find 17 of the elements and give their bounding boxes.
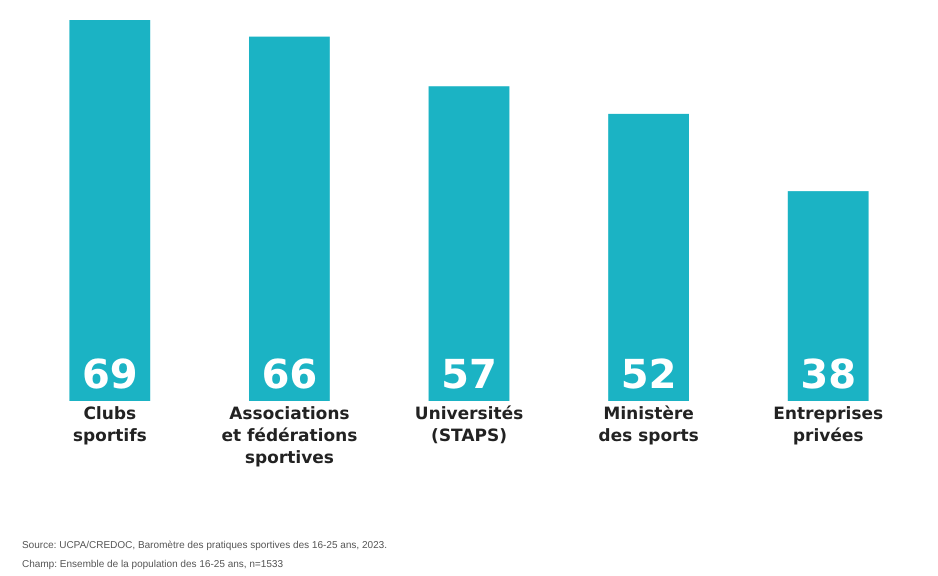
- text: Champ: Ensemble de la population des 16-25 ans, n=1533: [22, 559, 284, 570]
- source-note: Source: UCPA/CREDOC, Baromètre des pratiques sportives des 16-25 ans, 2023.: [22, 540, 387, 551]
- x-tick-label: Associations et fédérations sportives: [221, 404, 358, 468]
- bar: [248, 36, 330, 401]
- x-tick-label: Universités (STAPS): [414, 404, 524, 446]
- bar: [69, 20, 150, 401]
- data-label: 69: [82, 352, 138, 398]
- bar: [428, 86, 510, 401]
- data-label: 52: [620, 352, 676, 398]
- x-tick-label: Entreprises privées: [773, 404, 884, 446]
- bar: [788, 191, 869, 401]
- x-tick-label: Ministère des sports: [598, 404, 699, 446]
- x-tick-label: Clubs sportifs: [72, 404, 147, 446]
- data-label: 66: [262, 352, 318, 398]
- data-label: 57: [441, 352, 497, 398]
- bar: [608, 114, 690, 401]
- data-label: 38: [800, 352, 856, 398]
